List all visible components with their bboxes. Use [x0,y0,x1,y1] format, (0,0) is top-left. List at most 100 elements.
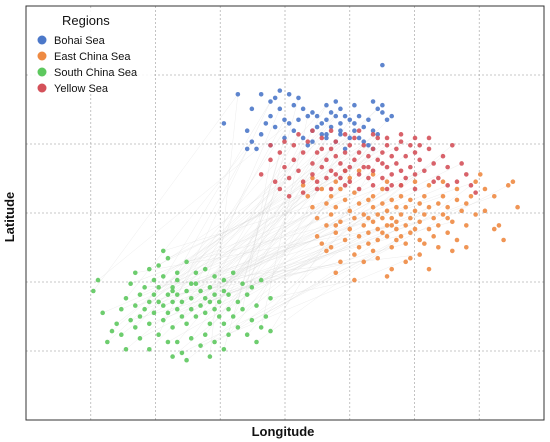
point-yellow-sea [291,157,297,163]
point-yellow-sea [375,135,381,141]
point-east-china-sea [333,223,339,228]
point-east-china-sea [445,215,450,221]
point-east-china-sea [328,193,334,199]
point-yellow-sea [426,146,432,152]
point-yellow-sea [366,175,371,181]
connecting-line [228,119,350,310]
point-east-china-sea [324,201,329,206]
point-yellow-sea [258,172,264,177]
legend-label-bohai-sea: Bohai Sea [54,35,106,47]
point-east-china-sea [440,193,446,199]
point-south-china-sea [226,292,231,297]
connecting-line [209,203,439,303]
point-south-china-sea [230,314,236,319]
point-east-china-sea [431,215,436,221]
connecting-line [93,94,239,292]
point-yellow-sea [356,150,362,155]
point-yellow-sea [347,142,353,148]
point-east-china-sea [515,204,520,210]
point-east-china-sea [496,223,502,228]
connecting-line [135,221,420,273]
point-yellow-sea [314,186,320,192]
point-east-china-sea [445,204,450,210]
point-yellow-sea [328,146,334,152]
point-east-china-sea [370,172,376,177]
point-south-china-sea [207,299,213,305]
point-east-china-sea [491,226,497,232]
point-south-china-sea [170,299,175,305]
connecting-line [191,207,313,310]
point-east-china-sea [338,186,343,192]
point-yellow-sea [370,168,376,174]
point-east-china-sea [436,244,441,250]
point-east-china-sea [473,212,478,217]
point-east-china-sea [459,208,464,214]
point-bohai-sea [366,142,371,148]
point-east-china-sea [314,234,320,239]
point-yellow-sea [347,164,353,170]
connecting-line [181,185,509,354]
point-bohai-sea [333,99,339,104]
connecting-line [214,239,397,343]
point-yellow-sea [282,164,287,170]
point-south-china-sea [244,332,250,338]
point-south-china-sea [128,317,133,323]
point-east-china-sea [328,244,334,250]
point-yellow-sea [277,150,283,155]
point-yellow-sea [342,150,348,155]
point-yellow-sea [324,175,329,181]
point-east-china-sea [417,201,422,206]
point-yellow-sea [300,179,306,185]
connecting-line [219,134,327,303]
point-east-china-sea [361,259,367,265]
point-bohai-sea [366,117,371,123]
point-yellow-sea [361,142,367,148]
point-bohai-sea [328,110,334,115]
point-east-china-sea [445,230,450,236]
point-east-china-sea [356,168,362,174]
point-bohai-sea [249,106,255,112]
point-east-china-sea [380,215,385,221]
point-yellow-sea [356,186,362,192]
point-yellow-sea [310,161,315,166]
point-south-china-sea [184,321,189,327]
point-south-china-sea [109,328,115,334]
point-yellow-sea [412,186,418,192]
point-bohai-sea [296,95,301,101]
point-east-china-sea [436,223,441,228]
point-bohai-sea [380,62,385,68]
point-yellow-sea [347,179,353,185]
point-east-china-sea [352,215,357,221]
point-south-china-sea [202,295,208,301]
point-bohai-sea [342,146,348,152]
point-south-china-sea [146,346,152,352]
point-yellow-sea [412,150,418,155]
point-yellow-sea [380,175,385,181]
point-bohai-sea [324,132,329,137]
connecting-line [163,232,369,306]
point-south-china-sea [198,303,203,308]
point-bohai-sea [380,110,385,115]
point-yellow-sea [389,183,395,188]
point-yellow-sea [422,168,427,174]
point-south-china-sea [174,306,180,312]
point-bohai-sea [342,113,348,119]
connecting-line [209,94,239,357]
point-east-china-sea [426,266,432,272]
point-yellow-sea [417,142,422,148]
point-east-china-sea [324,223,329,228]
point-yellow-sea [342,132,348,137]
point-bohai-sea [356,135,362,141]
point-south-china-sea [156,285,161,290]
point-east-china-sea [464,244,469,250]
connecting-line [214,214,425,277]
connecting-line [205,221,397,314]
point-south-china-sea [249,317,255,323]
point-yellow-sea [338,161,343,166]
point-yellow-sea [356,128,362,133]
point-east-china-sea [352,277,357,283]
point-yellow-sea [370,132,376,137]
point-south-china-sea [212,339,217,345]
point-yellow-sea [403,153,408,159]
point-yellow-sea [403,175,408,181]
